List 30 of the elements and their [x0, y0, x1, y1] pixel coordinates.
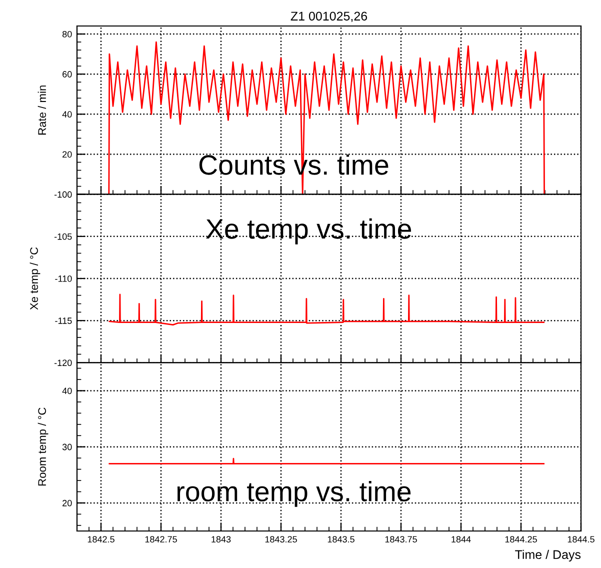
y-tick-label: -105: [54, 233, 72, 240]
x-tick-label: 1844: [452, 536, 471, 542]
y-tick-label: 40: [62, 111, 72, 118]
y-tick-label: 40: [62, 388, 72, 394]
y-tick-label: -110: [55, 275, 72, 282]
x-tick-label: 1844.5: [568, 536, 594, 542]
y-tick-label: -120: [54, 360, 72, 366]
y-tick-label: -100: [54, 191, 72, 198]
line-series: [108, 41, 545, 194]
y-tick-label: 20: [62, 151, 72, 158]
x-tick-label: 1843: [212, 536, 231, 542]
line-series: [108, 294, 544, 326]
y-tick-label: -115: [55, 318, 72, 324]
x-tick-label: 1843.25: [265, 536, 297, 542]
y-tick-label: 30: [62, 444, 72, 450]
y-axis-title: Room temp / °C: [38, 408, 48, 486]
x-axis-title: Time / Days: [515, 550, 581, 562]
x-tick-label: 1842.5: [88, 536, 114, 542]
y-tick-label: 80: [62, 30, 72, 38]
chart-title: Z1 001025,26: [290, 12, 368, 22]
x-tick-label: 1844.25: [505, 536, 537, 542]
x-tick-label: 1843.75: [385, 536, 417, 542]
x-tick-label: 1842.75: [145, 536, 177, 542]
annotation: Xe temp vs. time: [206, 218, 412, 244]
y-axis-title: Rate / min: [38, 86, 46, 135]
y-tick-label: 60: [62, 71, 72, 78]
x-tick-label: 1843.5: [328, 536, 354, 542]
y-tick-label: 20: [62, 500, 72, 506]
annotation: room temp vs. time: [177, 481, 411, 507]
y-axis-title: Xe temp / °C: [30, 247, 40, 310]
